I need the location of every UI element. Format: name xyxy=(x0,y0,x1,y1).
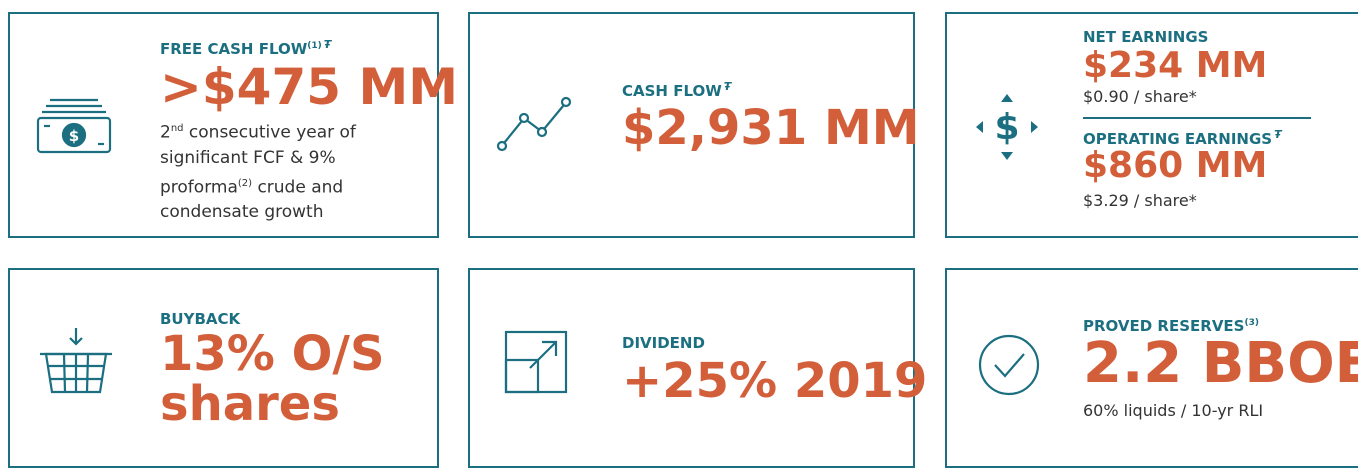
title-text: CASH FLOW xyxy=(622,82,722,100)
card-value: 2.2 BBOE xyxy=(1083,331,1358,396)
svg-text:$: $ xyxy=(69,127,79,145)
svg-text:$: $ xyxy=(994,107,1019,148)
check-icon xyxy=(978,334,1040,396)
card-value: shares xyxy=(160,376,340,432)
note-sup: nd xyxy=(170,123,184,134)
title-text: PROVED RESERVES xyxy=(1083,317,1245,335)
title-sup: (3) xyxy=(1244,318,1259,328)
card-value: 13% O/S xyxy=(160,326,385,382)
card-value: $860 MM xyxy=(1083,145,1268,186)
title-text: DIVIDEND xyxy=(622,334,705,352)
note-text: 2 xyxy=(160,122,171,143)
title-text: BUYBACK xyxy=(160,310,241,328)
card xyxy=(945,12,1358,238)
card-title: CASH FLOW Ŧ xyxy=(622,80,731,100)
money-icon: $ xyxy=(36,98,112,154)
card-note: 60% liquids / 10-yr RLI xyxy=(1083,401,1264,420)
card xyxy=(8,12,439,238)
card-note: $0.90 / share* xyxy=(1083,87,1197,106)
note-text: crude and condensate growth xyxy=(160,177,344,223)
card-value: $234 MM xyxy=(1083,45,1268,86)
card-note: 2nd consecutive year of significant FCF … xyxy=(160,116,420,225)
title-text: OPERATING EARNINGS xyxy=(1083,130,1273,148)
card-note: $3.29 / share* xyxy=(1083,191,1197,210)
card-title: NET EARNINGS xyxy=(1083,28,1208,46)
divider xyxy=(1083,117,1311,119)
card-title: OPERATING EARNINGS Ŧ xyxy=(1083,128,1282,148)
title-mark: Ŧ xyxy=(323,38,332,51)
card-value: +25% 2019 xyxy=(622,353,928,409)
trend-icon xyxy=(496,96,572,152)
card-title: DIVIDEND xyxy=(622,334,705,352)
card-value: $2,931 MM xyxy=(622,100,920,156)
card-title: FREE CASH FLOW(1) Ŧ xyxy=(160,38,331,58)
title-text: NET EARNINGS xyxy=(1083,28,1209,46)
note-text: consecutive year of significant FCF & 9%… xyxy=(160,122,356,198)
basket-icon xyxy=(40,328,112,394)
title-mark: Ŧ xyxy=(1274,128,1282,141)
card-title: BUYBACK xyxy=(160,310,240,328)
card-value: >$475 MM xyxy=(160,58,458,116)
card-title: PROVED RESERVES(3) xyxy=(1083,317,1259,335)
expand-icon xyxy=(504,330,568,394)
note-sup: (2) xyxy=(237,177,253,189)
card xyxy=(468,12,915,238)
title-text: FREE CASH FLOW xyxy=(160,40,308,58)
title-mark: Ŧ xyxy=(723,80,732,93)
dollar-arrows-icon: $ xyxy=(976,94,1038,160)
title-sup: (1) xyxy=(307,41,322,51)
